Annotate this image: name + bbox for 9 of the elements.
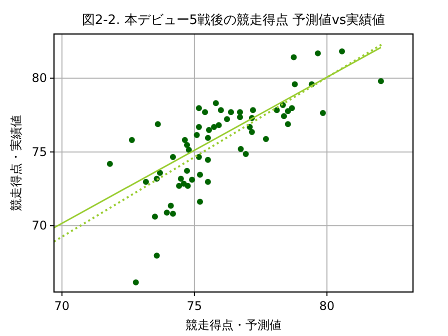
x-tick-label: 70 bbox=[54, 299, 70, 313]
y-tick-label: 75 bbox=[32, 144, 47, 159]
x-axis-title: 競走得点・予測値 bbox=[186, 318, 282, 332]
y-tick-label: 70 bbox=[32, 218, 47, 233]
chart-title: 図2-2. 本デビュー5戦後の競走得点 予測値vs実績値 bbox=[82, 12, 386, 28]
x-tick-label: 80 bbox=[319, 299, 335, 313]
y-tick-label: 80 bbox=[32, 71, 47, 86]
y-axis-title: 競走得点・実績値 bbox=[9, 115, 23, 211]
x-tick-label: 75 bbox=[186, 299, 202, 313]
